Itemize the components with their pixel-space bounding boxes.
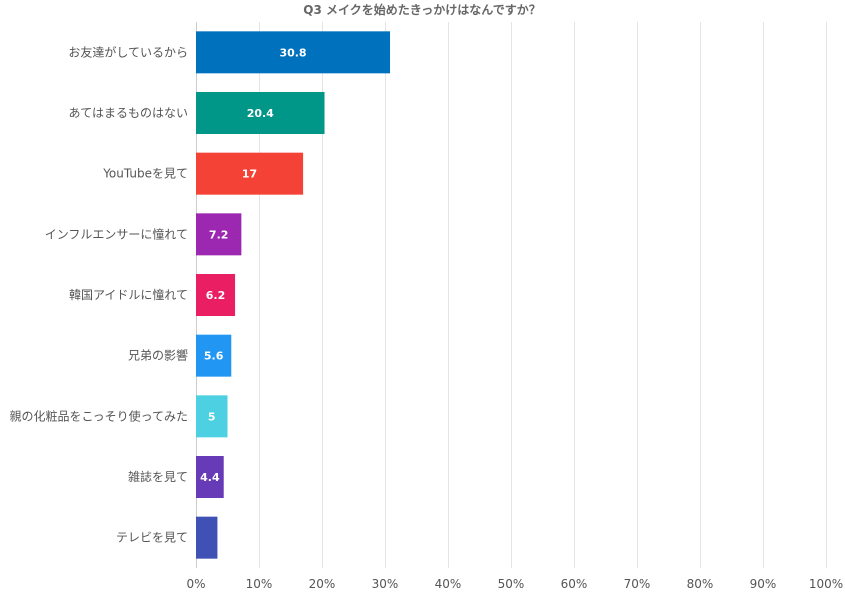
bar bbox=[196, 334, 232, 377]
category-label: 兄弟の影響 bbox=[128, 348, 188, 363]
x-tick-label: 0% bbox=[186, 577, 205, 591]
data-label: 7.2 bbox=[209, 228, 229, 241]
category-label: テレビを見て bbox=[116, 531, 188, 545]
bar bbox=[196, 92, 325, 134]
bar bbox=[196, 456, 224, 498]
bar bbox=[196, 213, 242, 256]
category-label: あてはまるものはない bbox=[68, 106, 188, 120]
bar bbox=[196, 31, 391, 74]
x-tick-label: 20% bbox=[309, 577, 336, 591]
x-axis-ticks: 0% 10% 20% 30% 40% 50% 60% 70% 80% 90% 100% bbox=[186, 577, 843, 591]
x-tick-label: 10% bbox=[246, 577, 273, 591]
data-label: 5.6 bbox=[204, 350, 224, 363]
category-label: YouTubeを見て bbox=[102, 167, 188, 181]
data-label: 5 bbox=[208, 410, 216, 423]
data-label: 4.4 bbox=[200, 471, 220, 484]
data-label: 20.4 bbox=[247, 107, 274, 120]
data-label: 30.8 bbox=[279, 46, 306, 59]
category-label: お友達がしているから bbox=[68, 44, 188, 59]
bar bbox=[196, 516, 218, 559]
bar bbox=[196, 395, 228, 438]
bar bbox=[196, 152, 304, 195]
category-label: インフルエンサーに憧れて bbox=[45, 226, 188, 241]
data-label: 6.2 bbox=[206, 289, 226, 302]
x-tick-label: 50% bbox=[498, 577, 525, 591]
category-label: 雑誌を見て bbox=[128, 469, 188, 484]
x-tick-label: 40% bbox=[435, 577, 462, 591]
bars: 30.8 20.4 17 7.2 6.2 5.6 5 4.4 bbox=[196, 31, 391, 559]
x-tick-label: 90% bbox=[750, 577, 777, 591]
data-label: 17 bbox=[242, 168, 257, 181]
x-tick-label: 70% bbox=[624, 577, 651, 591]
x-tick-label: 30% bbox=[372, 577, 399, 591]
x-tick-label: 100% bbox=[809, 577, 843, 591]
bar bbox=[196, 274, 236, 316]
chart-title: Q3 メイクを始めたきっかけはなんですか？ bbox=[303, 2, 540, 17]
category-label: 韓国アイドルに憧れて bbox=[69, 287, 188, 302]
x-tick-label: 80% bbox=[687, 577, 714, 591]
x-tick-label: 60% bbox=[561, 577, 588, 591]
category-label: 親の化粧品をこっそり使ってみた bbox=[9, 408, 188, 423]
